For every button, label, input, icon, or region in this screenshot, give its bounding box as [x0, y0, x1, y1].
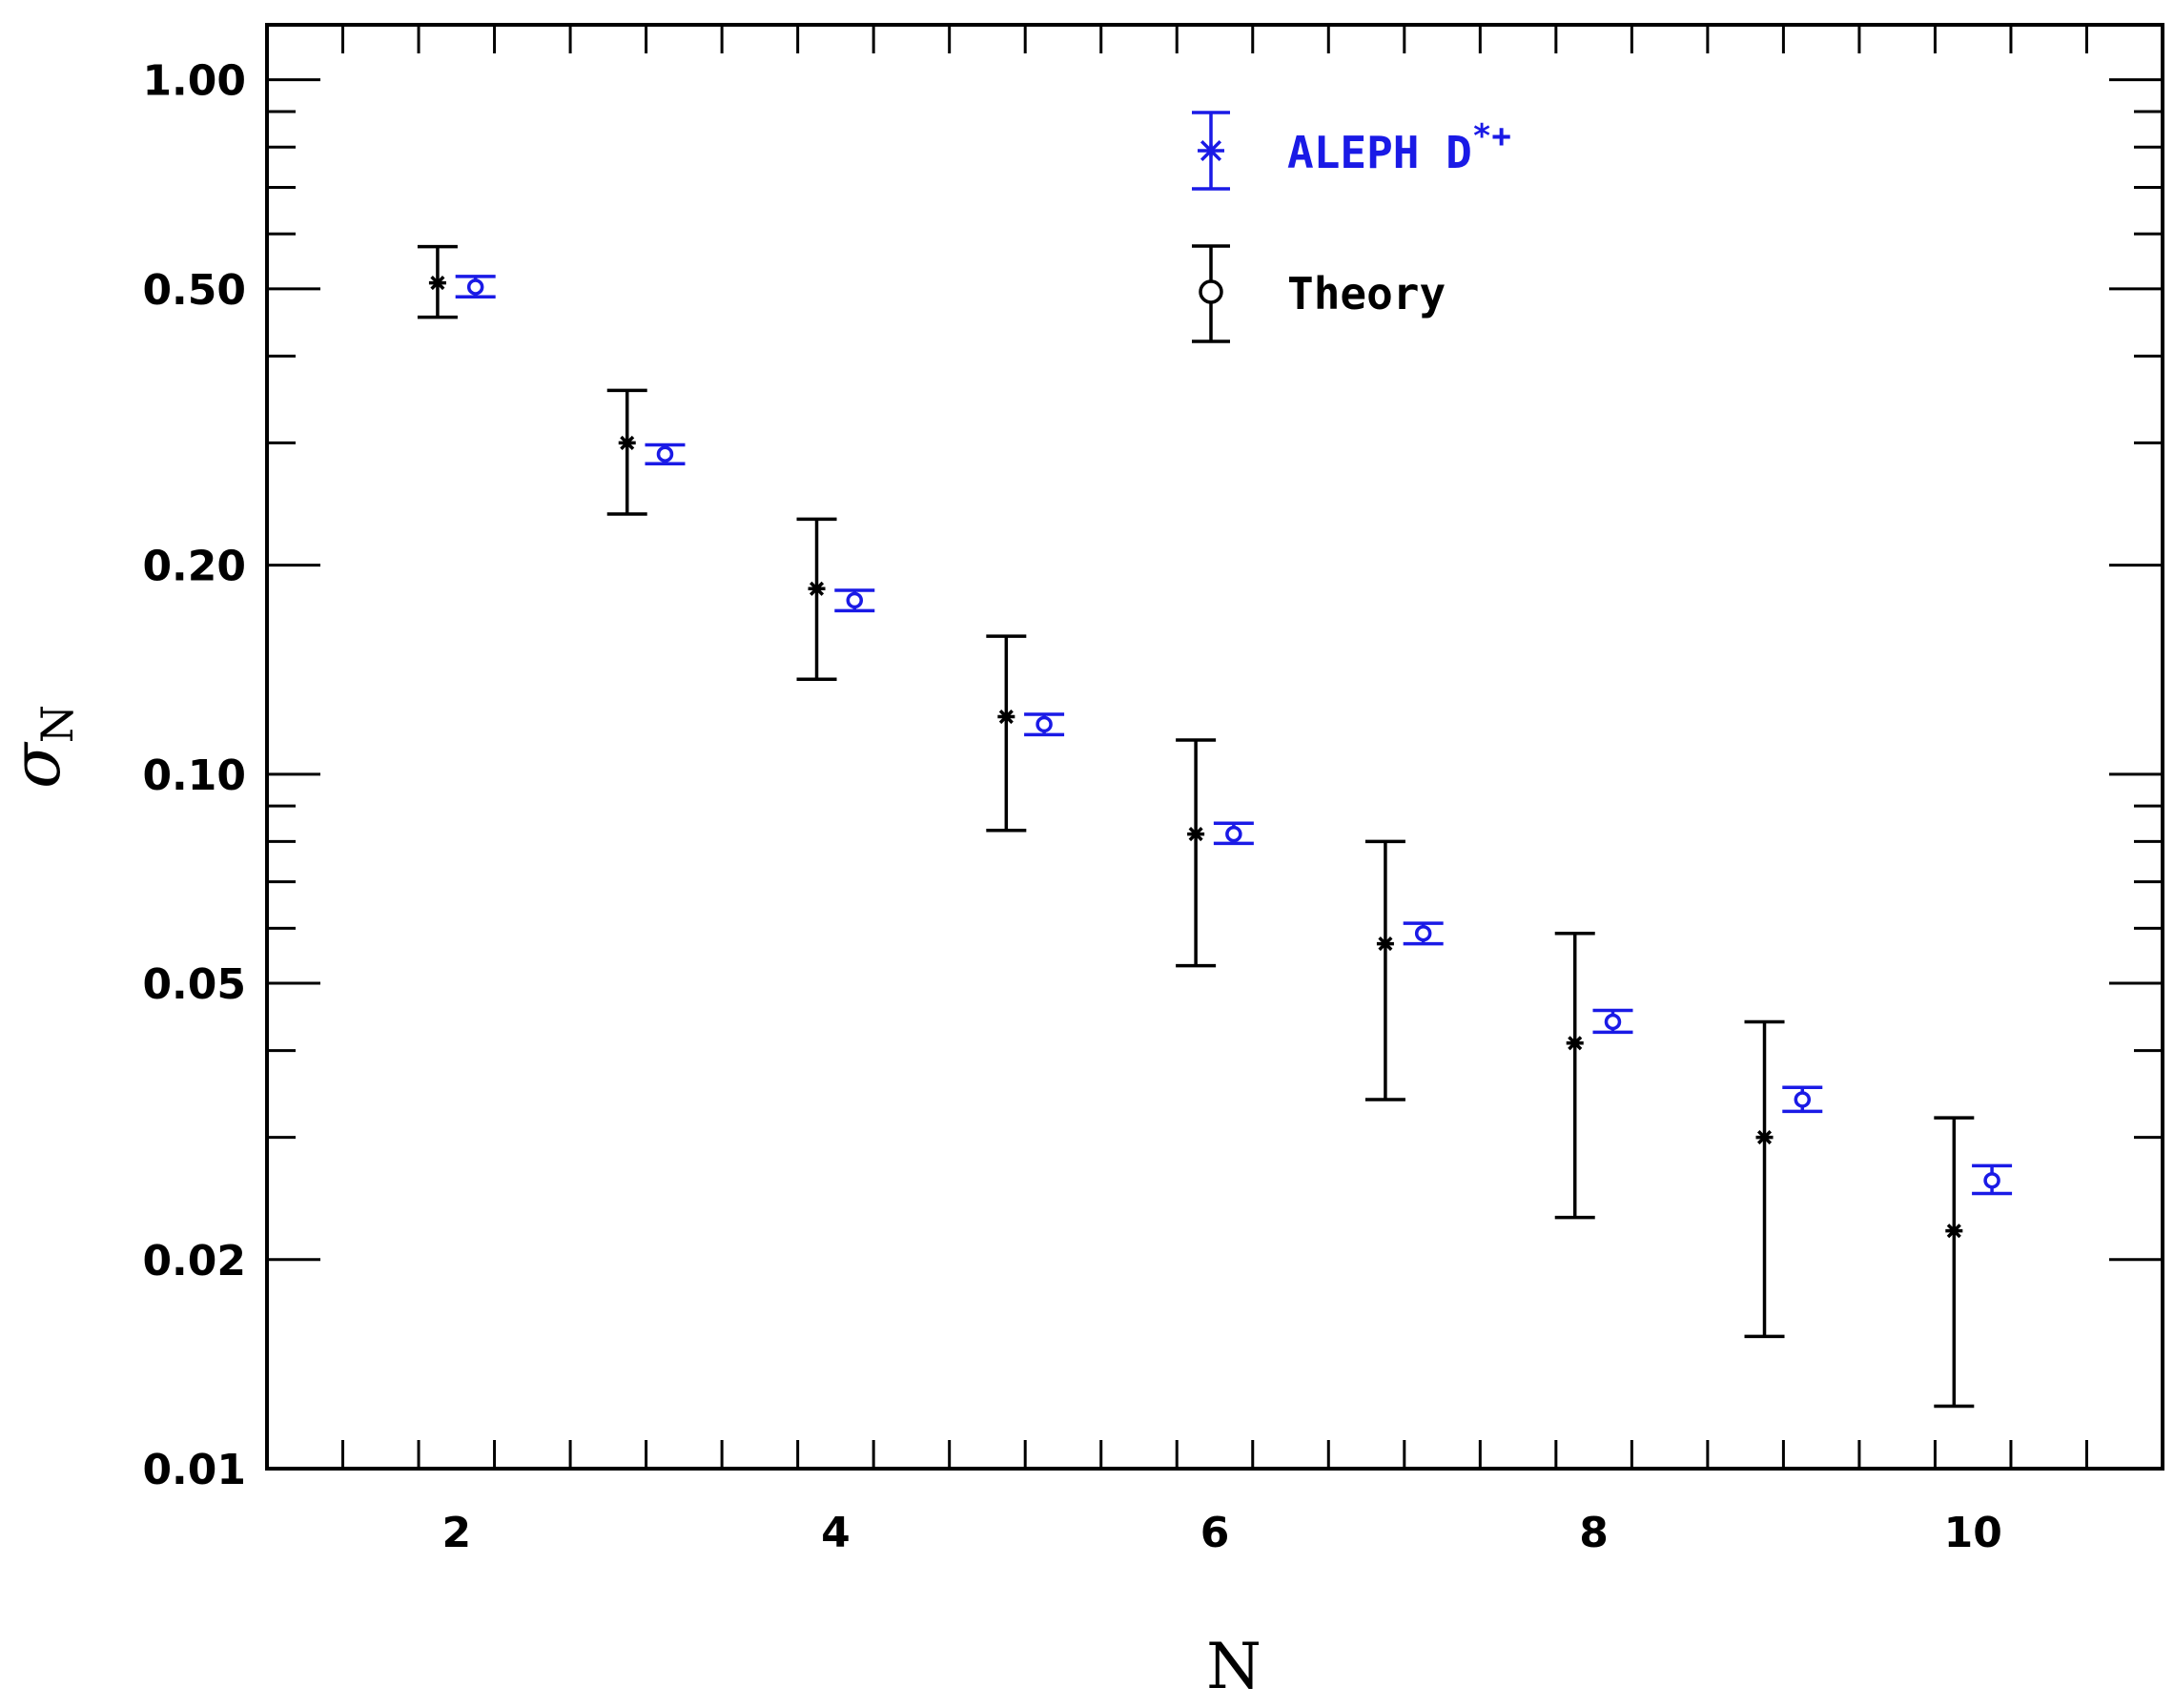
y-axis-title-subscript: N [31, 705, 83, 743]
theory-marker [1794, 1091, 1812, 1108]
theory-marker [466, 278, 484, 296]
y-tick-label: 0.10 [142, 751, 246, 800]
theory-point [1024, 712, 1065, 737]
theory-point [455, 275, 496, 298]
y-tick-label: 0.02 [142, 1237, 246, 1286]
x-tick-label: 6 [1200, 1509, 1230, 1557]
aleph-point [796, 517, 837, 682]
aleph-point [1934, 1116, 1975, 1409]
axis-tick-labels: 2 4 6 8 10 0.01 0.02 0.05 0.10 0.20 0.50 1.00 [142, 57, 2001, 1557]
theory-point [1972, 1163, 2013, 1196]
aleph-point [1554, 931, 1595, 1220]
theory-point [1213, 821, 1254, 846]
theory-point [1403, 921, 1444, 946]
theory-point [645, 442, 686, 465]
legend-aleph-name: ALEPH D [1287, 127, 1472, 178]
legend-theory-circle [1199, 279, 1223, 304]
x-tick-label: 10 [1944, 1509, 2002, 1557]
x-tick-label: 2 [441, 1509, 471, 1557]
aleph-point [606, 388, 647, 516]
legend-aleph-superscript: *+ [1472, 117, 1511, 155]
theory-point [1782, 1085, 1823, 1114]
legend-theory-label: Theory [1287, 268, 1446, 319]
y-tick-label: 0.05 [142, 960, 246, 1009]
theory-point [834, 588, 875, 613]
legend-aleph-marker [1192, 111, 1230, 191]
x-tick-label: 8 [1579, 1509, 1609, 1557]
legend: ALEPH D*+ Theory [1192, 111, 1511, 343]
series-theory [455, 275, 2013, 1196]
theory-marker [656, 445, 674, 463]
y-axis-title-symbol: σ [0, 741, 75, 789]
aleph-point [986, 634, 1027, 833]
theory-marker [846, 591, 864, 609]
y-tick-label: 1.00 [142, 57, 246, 106]
legend-aleph-label: ALEPH D*+ [1287, 117, 1511, 178]
x-tick-label: 4 [821, 1509, 851, 1557]
theory-marker [1036, 715, 1053, 733]
y-tick-label: 0.50 [142, 266, 246, 315]
theory-point [1592, 1008, 1633, 1035]
aleph-point [417, 244, 458, 319]
y-axis-title: σN [0, 705, 83, 789]
x-axis-title: N [1206, 1630, 1261, 1703]
theory-marker [1225, 825, 1242, 843]
theory-marker [1983, 1172, 2000, 1189]
data-series [417, 244, 2013, 1409]
aleph-point [1176, 738, 1217, 968]
aleph-point [1744, 1019, 1785, 1339]
aleph-point [1364, 839, 1405, 1101]
y-tick-label: 0.20 [142, 543, 246, 591]
theory-marker [1604, 1013, 1622, 1031]
plot-frame [265, 23, 2164, 1471]
svg-text:σN: σN [0, 705, 83, 789]
series-aleph [417, 244, 1975, 1409]
legend-theory-marker [1192, 244, 1230, 343]
y-tick-label: 0.01 [142, 1446, 246, 1494]
theory-marker [1414, 924, 1432, 942]
axis-ticks [265, 25, 2164, 1471]
